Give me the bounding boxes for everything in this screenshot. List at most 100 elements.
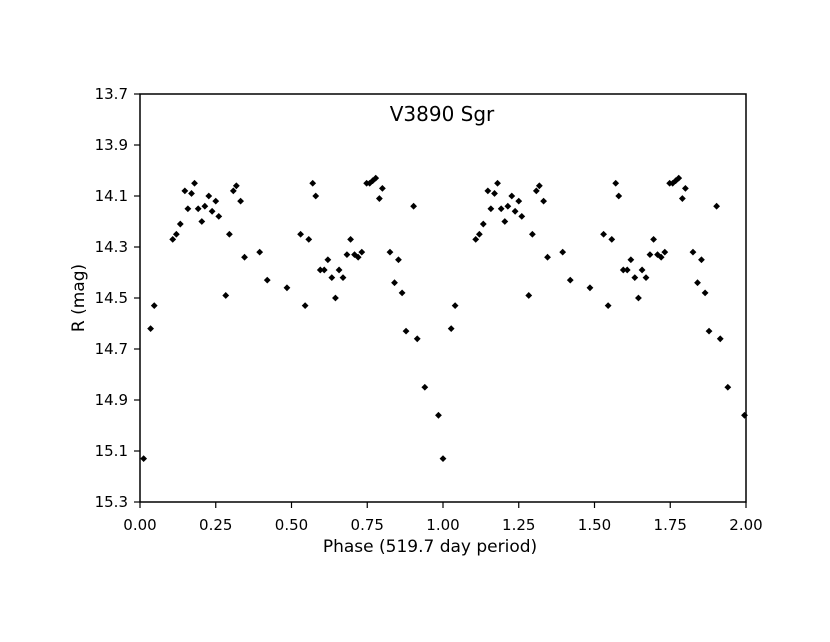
data-point-marker [675, 174, 683, 182]
data-point-marker [305, 235, 313, 243]
y-tick-label: 14.5 [95, 289, 128, 307]
data-point-marker [544, 253, 551, 261]
data-point-marker [682, 184, 689, 192]
data-point-marker [525, 292, 533, 299]
data-point-marker [435, 411, 442, 419]
y-tick-label: 14.1 [95, 187, 128, 205]
data-point-marker [501, 218, 509, 225]
data-point-marker [194, 205, 202, 213]
data-point-marker [508, 192, 516, 200]
x-tick-label: 0.75 [351, 516, 384, 534]
data-point-marker [140, 455, 148, 463]
y-axis-tick-labels: 13.7 13.9 14.1 14.3 14.5 14.7 14.9 15.1 15.3 [95, 85, 128, 511]
data-point-marker [150, 302, 158, 310]
y-tick-label: 15.1 [95, 442, 128, 460]
y-axis-ticks [134, 93, 140, 503]
data-point-marker [635, 294, 642, 302]
data-point-marker [410, 202, 418, 210]
data-point-marker [283, 284, 291, 292]
data-point-marker [181, 187, 189, 195]
data-point-marker [169, 235, 177, 243]
data-point-marker [354, 253, 362, 261]
data-point-marker [689, 248, 697, 256]
data-point-marker [604, 302, 612, 310]
data-point-marker [372, 174, 380, 182]
data-point-marker [147, 325, 155, 332]
data-point-marker [623, 266, 631, 274]
y-tick-label: 14.7 [95, 340, 128, 358]
data-point-marker [528, 230, 536, 238]
data-point-marker [511, 207, 519, 215]
data-point-marker [188, 190, 195, 197]
data-point-marker [535, 182, 543, 190]
data-point-marker [631, 274, 639, 281]
data-point-marker [705, 327, 713, 335]
data-point-marker [215, 213, 223, 220]
data-point-marker [402, 327, 410, 335]
x-tick-label: 2.00 [729, 516, 762, 534]
data-point-marker [608, 235, 616, 243]
data-point-marker [698, 256, 705, 264]
x-tick-label: 1.25 [502, 516, 535, 534]
data-point-marker [475, 230, 483, 238]
data-point-marker [375, 195, 383, 202]
data-point-marker [222, 292, 230, 299]
data-point-marker [518, 213, 526, 220]
data-point-marker [229, 187, 237, 195]
data-point-marker [256, 248, 264, 256]
data-point-marker [566, 276, 574, 284]
data-point-marker [201, 202, 209, 210]
data-point-marker [646, 251, 654, 259]
x-tick-label: 0.00 [123, 516, 156, 534]
y-tick-label: 15.3 [95, 493, 128, 511]
chart-title: V3890 Sgr [390, 102, 495, 126]
data-point-marker [494, 179, 501, 187]
data-point-marker [241, 253, 248, 261]
data-point-marker [324, 256, 332, 264]
data-point-marker [379, 184, 386, 192]
x-tick-label: 1.75 [654, 516, 687, 534]
data-point-marker [316, 266, 324, 274]
data-point-marker [724, 383, 732, 391]
data-point-marker [586, 284, 594, 292]
data-point-marker [559, 248, 567, 256]
data-point-marker [172, 230, 180, 238]
data-point-marker [263, 276, 271, 284]
data-point-marker [491, 190, 498, 197]
data-point-marker [627, 256, 635, 264]
x-axis-tick-labels: 0.00 0.25 0.50 0.75 1.00 1.25 1.50 1.75 2.00 [123, 516, 762, 534]
data-point-marker [638, 266, 646, 274]
data-point-marker [479, 220, 487, 228]
data-point-marker [212, 197, 220, 205]
data-point-marker [472, 235, 480, 243]
data-point-marker [398, 289, 406, 297]
data-point-marker [713, 202, 721, 210]
data-point-marker [439, 455, 447, 463]
data-point-marker [335, 266, 343, 274]
data-point-marker [225, 230, 233, 238]
data-point-marker [484, 187, 492, 195]
data-point-marker [421, 383, 429, 391]
data-point-marker [176, 220, 184, 228]
data-point-marker [205, 192, 213, 200]
data-point-marker [413, 335, 421, 343]
data-point-marker [301, 302, 309, 310]
data-point-marker [232, 182, 240, 190]
x-tick-label: 1.50 [578, 516, 611, 534]
data-point-marker [339, 274, 347, 281]
data-point-marker [515, 197, 523, 205]
data-point-marker [198, 218, 206, 225]
y-tick-label: 13.7 [95, 85, 128, 103]
data-point-marker [451, 302, 459, 310]
data-point-marker [694, 279, 701, 287]
data-point-marker [386, 248, 394, 256]
data-point-marker [619, 266, 627, 274]
data-point-marker [447, 325, 455, 332]
data-point-marker [312, 192, 320, 200]
data-points [140, 174, 748, 463]
data-point-marker [297, 230, 304, 238]
data-point-marker [332, 294, 339, 302]
x-tick-label: 0.50 [275, 516, 308, 534]
data-point-marker [650, 235, 657, 243]
